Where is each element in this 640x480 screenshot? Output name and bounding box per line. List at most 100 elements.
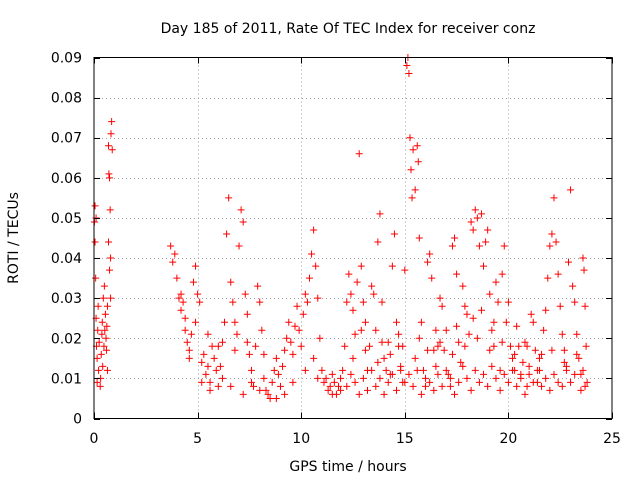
data-point [281, 390, 289, 398]
data-point [285, 318, 293, 326]
data-point [223, 230, 231, 238]
data-point [477, 210, 485, 218]
data-point [276, 382, 284, 390]
data-point [469, 226, 477, 234]
data-point [198, 378, 206, 386]
data-point [272, 394, 280, 402]
data-point [490, 342, 498, 350]
data-point [105, 238, 113, 246]
data-point [247, 378, 255, 386]
data-point [293, 302, 301, 310]
data-point [231, 318, 239, 326]
data-point [177, 290, 185, 298]
data-point [409, 382, 417, 390]
y-tick-label: 0.09 [51, 51, 82, 67]
data-point [108, 146, 116, 154]
data-point [409, 146, 417, 154]
data-point [94, 302, 102, 310]
data-point [274, 370, 282, 378]
data-point [406, 134, 414, 142]
data-point [519, 358, 527, 366]
data-point [260, 350, 268, 358]
data-point [477, 306, 485, 314]
data-point [533, 366, 541, 374]
data-point [486, 290, 494, 298]
data-point [413, 366, 421, 374]
data-point [101, 310, 109, 318]
data-point [432, 326, 440, 334]
data-point [527, 310, 535, 318]
data-point [355, 150, 363, 158]
x-tick-label: 25 [603, 431, 621, 447]
data-point [262, 386, 270, 394]
data-point [492, 278, 500, 286]
data-point [467, 386, 475, 394]
data-point [569, 282, 577, 290]
data-point [542, 374, 550, 382]
data-point [438, 302, 446, 310]
data-point [496, 386, 504, 394]
data-point [106, 174, 114, 182]
data-point [436, 294, 444, 302]
data-point [475, 378, 483, 386]
data-points [90, 54, 591, 402]
data-point [324, 386, 332, 394]
grid-layer [94, 57, 612, 419]
y-axis-label: ROTI / TECUs [6, 192, 22, 284]
data-point [393, 318, 401, 326]
data-point [237, 206, 245, 214]
data-point [453, 270, 461, 278]
data-point [187, 330, 195, 338]
data-point [103, 322, 111, 330]
data-point [254, 282, 262, 290]
data-point [179, 298, 187, 306]
data-point [430, 386, 438, 394]
data-point [504, 298, 512, 306]
data-point [295, 326, 303, 334]
data-point [453, 322, 461, 330]
data-point [95, 338, 103, 346]
data-point [372, 326, 380, 334]
data-point [100, 342, 108, 350]
data-point [92, 274, 100, 282]
data-point [364, 386, 372, 394]
data-point [314, 374, 322, 382]
data-point [108, 118, 116, 126]
data-point [99, 362, 107, 370]
data-point [567, 378, 575, 386]
data-point [542, 306, 550, 314]
data-point [310, 226, 318, 234]
data-point [247, 366, 255, 374]
data-point [523, 342, 531, 350]
chart-title: Day 185 of 2011, Rate Of TEC Index for r… [161, 21, 536, 37]
data-point [550, 370, 558, 378]
data-point [105, 142, 113, 150]
data-point [380, 354, 388, 362]
data-point [434, 342, 442, 350]
data-point [480, 370, 488, 378]
data-point [471, 206, 479, 214]
data-point [436, 338, 444, 346]
data-point [408, 194, 416, 202]
data-point [93, 378, 101, 386]
data-point [403, 62, 411, 70]
data-point [413, 142, 421, 150]
data-point [397, 362, 405, 370]
data-point [544, 274, 552, 282]
data-point [330, 378, 338, 386]
data-point [580, 266, 588, 274]
data-point [241, 290, 249, 298]
data-point [388, 370, 396, 378]
data-point [202, 370, 210, 378]
data-point [347, 370, 355, 378]
data-point [233, 330, 241, 338]
data-point [494, 298, 502, 306]
data-point [349, 354, 357, 362]
data-point [98, 330, 106, 338]
data-point [106, 206, 114, 214]
data-point [347, 290, 355, 298]
data-point [442, 326, 450, 334]
data-point [192, 318, 200, 326]
data-point [200, 350, 208, 358]
y-tick-label: 0.02 [51, 331, 82, 347]
